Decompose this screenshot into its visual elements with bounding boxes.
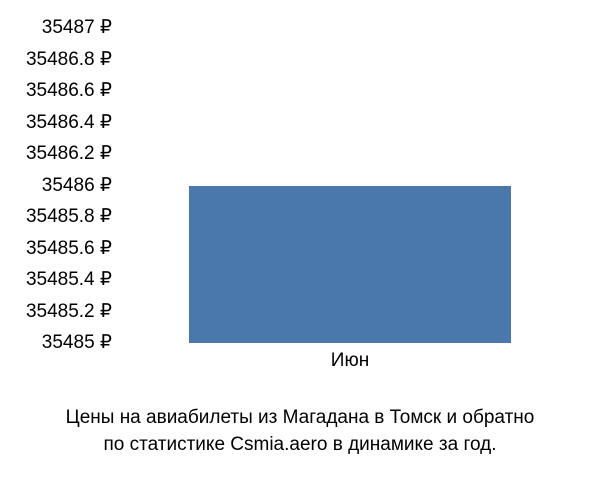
plot-area	[120, 28, 580, 343]
y-tick-label: 35486.4 ₽	[0, 107, 120, 139]
y-tick-label: 35485.8 ₽	[0, 201, 120, 233]
y-tick-label: 35486.2 ₽	[0, 138, 120, 170]
y-tick-label: 35486.6 ₽	[0, 75, 120, 107]
x-tick-label: Июн	[331, 350, 369, 372]
y-tick-label: 35486 ₽	[0, 170, 120, 202]
y-tick-label: 35485 ₽	[0, 327, 120, 359]
caption-line1: Цены на авиабилеты из Магадана в Томск и…	[66, 407, 535, 428]
y-tick-label: 35486.8 ₽	[0, 44, 120, 76]
y-axis-labels: 35487 ₽ 35486.8 ₽ 35486.6 ₽ 35486.4 ₽ 35…	[0, 12, 120, 359]
y-tick-label: 35485.6 ₽	[0, 233, 120, 265]
chart-caption: Цены на авиабилеты из Магадана в Томск и…	[0, 405, 600, 458]
caption-line2: по статистике Csmia.aero в динамике за г…	[104, 434, 497, 455]
chart-container: 35487 ₽ 35486.8 ₽ 35486.6 ₽ 35486.4 ₽ 35…	[0, 0, 600, 500]
x-axis-labels: Июн	[120, 350, 580, 372]
y-tick-label: 35485.2 ₽	[0, 296, 120, 328]
y-tick-label: 35485.4 ₽	[0, 264, 120, 296]
bar-jun	[189, 186, 511, 344]
y-tick-label: 35487 ₽	[0, 12, 120, 44]
